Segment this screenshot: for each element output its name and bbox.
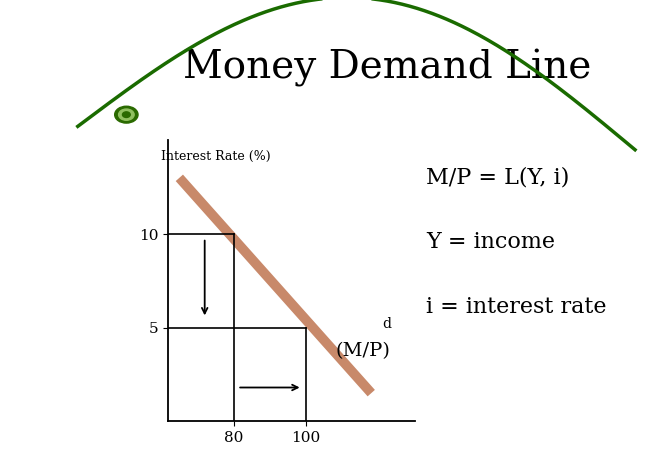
Text: Y = income: Y = income bbox=[426, 231, 555, 253]
Text: d: d bbox=[382, 316, 391, 330]
Text: Money Demand Line: Money Demand Line bbox=[183, 49, 592, 87]
Text: Interest Rate (%): Interest Rate (%) bbox=[161, 150, 271, 163]
Text: (M/P): (M/P) bbox=[335, 342, 390, 360]
Circle shape bbox=[115, 106, 138, 123]
Text: M/P = L(Y, i): M/P = L(Y, i) bbox=[426, 167, 570, 189]
Circle shape bbox=[119, 109, 134, 120]
Text: i = interest rate: i = interest rate bbox=[426, 295, 607, 318]
Circle shape bbox=[122, 112, 130, 117]
